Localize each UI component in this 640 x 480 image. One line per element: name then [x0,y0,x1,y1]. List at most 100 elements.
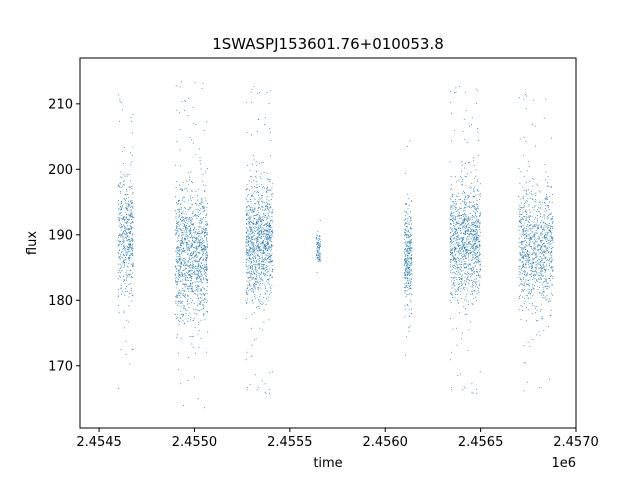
data-point [199,148,201,150]
data-point [191,213,193,215]
data-point [180,243,182,244]
data-point [469,186,471,188]
data-point [475,88,477,90]
data-point [541,220,543,222]
data-point [532,287,534,289]
data-point [268,179,270,181]
data-point [528,222,530,223]
data-point [132,193,134,195]
data-point [253,283,255,285]
data-point [530,290,532,292]
data-point [549,257,551,259]
data-point [200,280,202,282]
data-point [464,176,466,177]
data-point [467,195,469,196]
data-point [175,296,177,298]
data-point [475,233,477,235]
data-point [518,196,520,197]
data-point [544,258,546,260]
data-point [540,222,542,224]
data-point [474,204,476,206]
data-point [192,251,194,253]
data-point [252,302,254,304]
data-point [547,239,549,241]
data-point [317,230,319,232]
data-point [477,208,479,210]
data-point [252,232,254,234]
data-point [411,241,413,243]
data-point [450,389,452,391]
data-point [403,272,405,274]
data-point [127,222,129,224]
data-point [539,286,540,288]
data-point [268,248,270,250]
data-point [542,266,544,268]
data-point [188,357,190,358]
data-point [196,266,198,268]
data-point [543,117,545,119]
data-point [257,232,259,234]
data-point [199,252,201,254]
data-point [404,292,406,294]
data-point [547,250,549,252]
data-point [456,222,458,224]
data-point [462,255,464,257]
data-point [525,275,527,277]
data-point [131,187,133,189]
data-point [118,240,120,242]
data-point [527,298,529,300]
data-point [263,309,265,311]
data-point [546,240,548,242]
data-point [462,389,464,391]
data-point [176,240,178,242]
data-point [176,247,178,248]
data-point [122,245,124,247]
data-point [536,241,538,243]
data-point [526,199,528,201]
data-point [526,95,528,97]
data-point [251,300,253,302]
data-point [474,225,476,226]
data-point [460,265,462,267]
data-point [206,239,208,241]
data-point [120,182,122,184]
data-point [129,245,131,247]
data-point [454,264,455,266]
data-point [451,265,453,267]
data-point [453,264,455,266]
data-point [190,219,192,221]
data-point [125,248,127,249]
data-point [451,140,452,142]
data-point [470,216,472,218]
data-point [183,220,185,222]
data-point [187,115,189,117]
data-point [406,245,408,247]
data-point [267,221,269,223]
data-point [187,172,189,174]
data-point [262,245,264,247]
data-point [537,185,539,186]
data-point [263,268,265,270]
data-point [199,217,201,219]
data-point [551,232,553,234]
data-point [193,228,194,230]
data-point [404,273,406,275]
data-point [465,219,467,221]
data-point [475,220,477,222]
data-point [126,290,128,292]
data-point [472,236,474,238]
data-point [119,183,121,185]
data-point [178,208,180,210]
data-point [404,232,406,234]
data-point [407,249,409,251]
data-point [132,272,134,274]
data-point [124,294,126,296]
data-point [450,261,451,263]
data-point [202,253,204,254]
data-point [267,239,269,241]
data-point [550,212,552,214]
data-point [256,184,258,186]
data-point [255,224,257,226]
data-point [124,254,126,256]
data-point [199,223,201,225]
